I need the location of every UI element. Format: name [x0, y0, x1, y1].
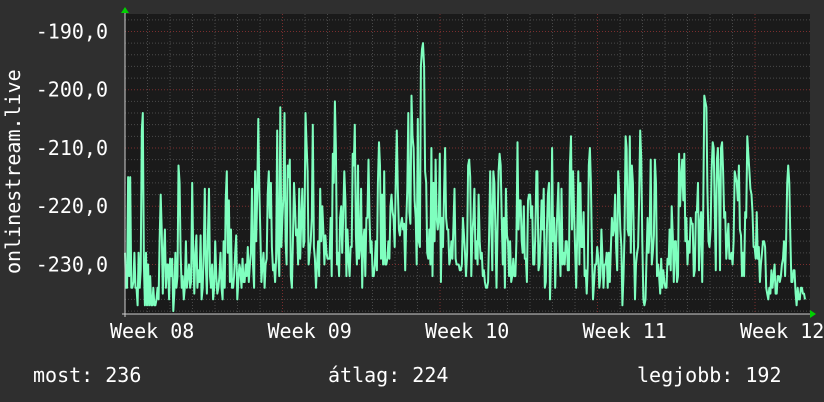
axes: [121, 7, 816, 318]
series: [124, 42, 806, 313]
footer-average: átlag: 224: [328, 363, 448, 387]
y-tick-label: -190,0: [36, 19, 108, 43]
footer-current: most: 236: [33, 363, 141, 387]
x-tick-label: Week 10: [425, 319, 509, 343]
x-tick-label: Week 09: [268, 319, 352, 343]
x-tick-labels: Week 08 Week 09 Week 10 Week 11 Week 12: [110, 319, 824, 343]
x-axis-arrow: [810, 310, 816, 318]
y-tick-label: -220,0: [36, 194, 108, 218]
y-tick-label: -210,0: [36, 136, 108, 160]
y-axis-arrow: [121, 7, 129, 13]
x-tick-label: Week 11: [583, 319, 667, 343]
y-tick-labels: -190,0 -200,0 -210,0 -220,0 -230,0: [36, 19, 108, 276]
footer-best: legjobb: 192: [637, 363, 782, 387]
y-tick-label: -230,0: [36, 252, 108, 276]
y-tick-label: -200,0: [36, 78, 108, 102]
y-axis-label: onlinestream.live: [1, 69, 25, 274]
x-tick-label: Week 08: [110, 319, 194, 343]
x-tick-label: Week 12: [740, 319, 824, 343]
series-line: [124, 42, 806, 313]
